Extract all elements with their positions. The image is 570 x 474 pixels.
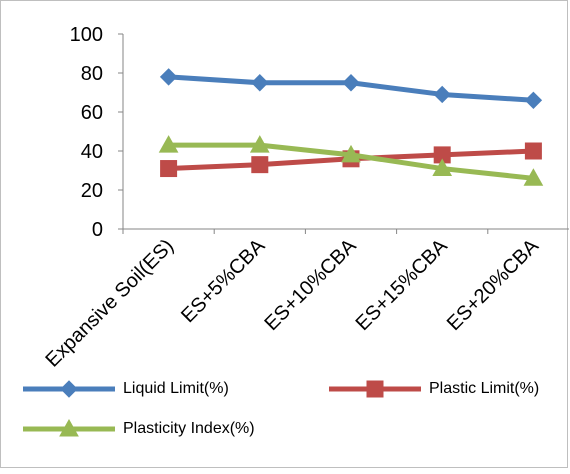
legend-item-liquid-limit: Liquid Limit(%) xyxy=(21,379,229,399)
data-point-liquid-limit xyxy=(251,74,269,92)
legend-item-plastic-limit: Plastic Limit(%) xyxy=(327,379,539,399)
legend-square-icon xyxy=(366,380,384,398)
data-point-plasticity-index xyxy=(249,135,270,153)
legend-swatch-liquid-limit xyxy=(23,380,115,398)
data-point-plasticity-index xyxy=(523,168,544,186)
legend-label-liquid-limit: Liquid Limit(%) xyxy=(123,380,229,397)
legend-label-plasticity-index: Plasticity Index(%) xyxy=(123,420,255,437)
legend-swatch-plastic-limit xyxy=(329,380,421,398)
y-tick-label: 80 xyxy=(81,63,103,85)
series-plasticity-index xyxy=(158,135,544,186)
y-tick-label: 0 xyxy=(92,219,103,241)
legend-label-plastic-limit: Plastic Limit(%) xyxy=(429,380,540,397)
y-tick-label: 100 xyxy=(70,24,103,46)
data-point-liquid-limit xyxy=(342,74,360,92)
data-point-liquid-limit xyxy=(433,85,451,104)
series-layer xyxy=(158,68,544,186)
x-tick-label: ES+20%CBA xyxy=(443,235,544,336)
legend-triangle-icon xyxy=(59,419,79,437)
data-point-plastic-limit xyxy=(251,156,269,174)
data-point-liquid-limit xyxy=(159,68,178,86)
y-axis-ticks: 0 20 40 60 80 100 xyxy=(70,24,123,241)
x-tick-label: ES+5%CBA xyxy=(177,235,270,328)
x-axis-ticks: Expansive Soil(ES)ES+5%CBAES+10%CBAES+15… xyxy=(42,229,544,372)
y-tick-label: 40 xyxy=(81,141,103,163)
legend-item-plasticity-index: Plasticity Index(%) xyxy=(21,419,255,439)
series-liquid-limit xyxy=(159,68,543,110)
x-tick-label: ES+15%CBA xyxy=(352,235,453,336)
data-point-plasticity-index xyxy=(158,135,179,153)
y-tick-label: 20 xyxy=(81,180,103,202)
legend-swatch-plasticity-index xyxy=(23,419,115,437)
x-tick-label: Expansive Soil(ES) xyxy=(42,235,179,372)
axes xyxy=(122,34,570,230)
data-point-plastic-limit xyxy=(160,160,178,178)
data-point-plasticity-index xyxy=(341,144,361,163)
data-point-liquid-limit xyxy=(524,91,543,110)
legend-diamond-icon xyxy=(60,380,78,398)
data-point-plasticity-index xyxy=(432,158,453,177)
y-tick-label: 60 xyxy=(81,102,103,124)
x-tick-label: ES+10%CBA xyxy=(260,235,361,336)
data-point-plastic-limit xyxy=(524,142,542,160)
